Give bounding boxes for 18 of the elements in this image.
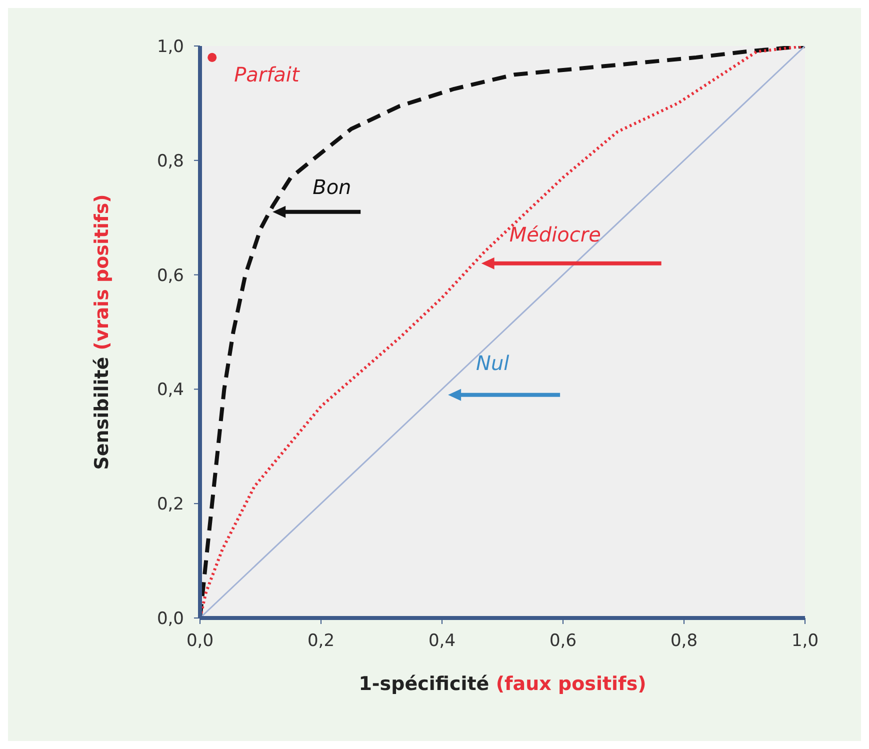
annotation: Nul — [476, 350, 510, 375]
annotation: Médiocre — [509, 222, 601, 246]
x-tick-label: 0,2 — [307, 631, 335, 652]
x-tick-label: 0,8 — [670, 631, 698, 652]
y-axis-title: Sensibilité (vrais positifs) — [91, 194, 113, 470]
annotation: Parfait — [234, 62, 300, 86]
x-axis-title: 1-spécificité (faux positifs) — [358, 673, 646, 695]
y-tick-label: 0,8 — [156, 151, 184, 172]
x-tick-label: 1,0 — [791, 631, 819, 652]
x-tick-label: 0,4 — [428, 631, 456, 652]
y-tick-label: 1,0 — [156, 37, 184, 58]
x-tick-label: 0,6 — [549, 631, 577, 652]
y-tick-label: 0,4 — [156, 380, 184, 400]
annotation: Bon — [312, 174, 352, 199]
x-tick-label: 0,0 — [186, 631, 214, 652]
y-tick-label: 0,6 — [156, 266, 184, 286]
y-tick-label: 0,2 — [156, 494, 184, 515]
y-tick-label: 0,0 — [156, 609, 184, 630]
